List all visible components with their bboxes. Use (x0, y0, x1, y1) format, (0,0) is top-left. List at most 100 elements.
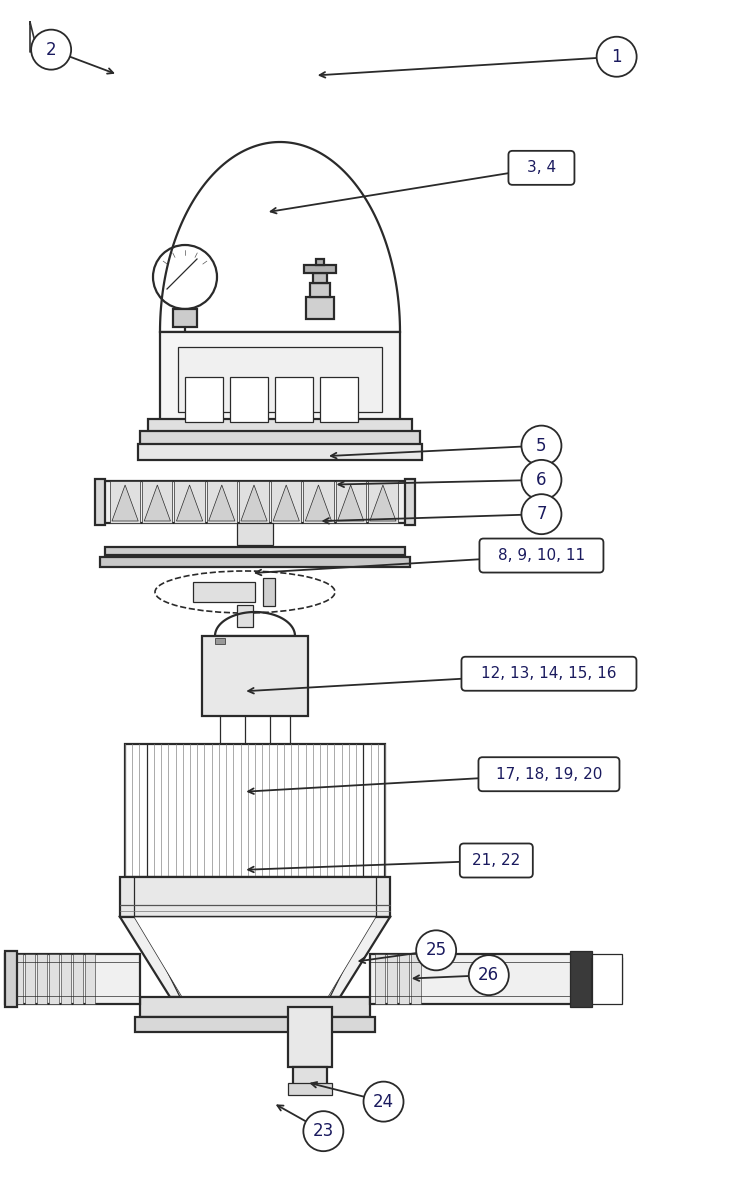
Circle shape (282, 678, 292, 689)
Circle shape (521, 460, 562, 500)
Circle shape (212, 678, 222, 689)
Bar (237, 522, 273, 545)
Polygon shape (177, 485, 203, 521)
Polygon shape (112, 485, 138, 521)
Circle shape (232, 638, 238, 644)
Text: 24: 24 (373, 1092, 394, 1111)
Bar (313, 273, 327, 282)
Bar (304, 265, 336, 273)
Bar (13, 954, 23, 1004)
Bar (215, 638, 225, 644)
Circle shape (596, 37, 637, 77)
Text: 26: 26 (478, 966, 499, 985)
Circle shape (153, 245, 217, 309)
Circle shape (31, 30, 71, 70)
FancyBboxPatch shape (478, 758, 620, 791)
Circle shape (521, 426, 562, 466)
Bar (592, 954, 622, 1004)
Bar (105, 547, 405, 556)
Circle shape (226, 695, 236, 704)
Circle shape (254, 695, 264, 704)
Bar (100, 557, 410, 567)
Polygon shape (273, 485, 299, 521)
Bar (125, 743, 385, 877)
FancyBboxPatch shape (480, 539, 603, 572)
Text: 8, 9, 10, 11: 8, 9, 10, 11 (498, 548, 585, 563)
Text: 2: 2 (46, 40, 56, 59)
Bar (174, 481, 205, 522)
Circle shape (363, 1082, 404, 1122)
Text: 25: 25 (426, 941, 447, 960)
Text: 5: 5 (536, 436, 547, 455)
Bar (316, 259, 324, 265)
Bar (207, 481, 237, 522)
Bar (310, 282, 330, 297)
Bar (320, 377, 358, 422)
Bar (49, 954, 59, 1004)
Circle shape (240, 663, 250, 673)
Bar (271, 481, 302, 522)
Bar (288, 1007, 332, 1067)
Bar (399, 954, 409, 1004)
Circle shape (268, 647, 278, 657)
Polygon shape (370, 485, 396, 521)
Circle shape (254, 647, 264, 657)
Bar (142, 481, 172, 522)
Bar (5, 954, 140, 1004)
Bar (263, 578, 275, 606)
Text: 3, 4: 3, 4 (527, 161, 556, 175)
Bar (570, 952, 592, 1007)
Bar (178, 348, 382, 413)
Bar (411, 954, 421, 1004)
Polygon shape (241, 485, 267, 521)
Text: 6: 6 (536, 470, 547, 489)
FancyBboxPatch shape (508, 151, 575, 184)
Circle shape (240, 647, 250, 657)
Bar (370, 954, 590, 1004)
Bar (306, 297, 334, 319)
Bar (160, 332, 400, 422)
Bar (335, 481, 365, 522)
Circle shape (212, 647, 222, 657)
Bar (239, 481, 269, 522)
Bar (61, 954, 71, 1004)
Bar (375, 954, 385, 1004)
Bar (25, 954, 35, 1004)
Circle shape (240, 695, 250, 704)
Text: 12, 13, 14, 15, 16: 12, 13, 14, 15, 16 (481, 667, 617, 681)
Circle shape (282, 695, 292, 704)
Bar (230, 377, 268, 422)
Bar (140, 996, 370, 1017)
Bar (405, 479, 415, 525)
Text: 21, 22: 21, 22 (472, 853, 520, 868)
Polygon shape (144, 485, 171, 521)
Circle shape (468, 955, 509, 995)
Bar (85, 954, 95, 1004)
Bar (140, 431, 420, 444)
Circle shape (268, 678, 278, 689)
Bar (100, 481, 410, 522)
Text: 17, 18, 19, 20: 17, 18, 19, 20 (496, 767, 602, 781)
Polygon shape (134, 917, 376, 996)
Text: 23: 23 (313, 1122, 334, 1141)
Bar (148, 418, 412, 434)
Text: 1: 1 (611, 47, 622, 66)
Bar (173, 309, 197, 327)
Circle shape (254, 663, 264, 673)
Bar (138, 444, 422, 460)
Bar (368, 481, 398, 522)
Text: 7: 7 (536, 505, 547, 524)
Circle shape (240, 678, 250, 689)
FancyBboxPatch shape (459, 844, 533, 877)
Circle shape (226, 678, 236, 689)
Polygon shape (338, 485, 364, 521)
Bar (95, 479, 105, 525)
Bar (135, 1017, 375, 1032)
Circle shape (303, 1111, 344, 1151)
Circle shape (212, 695, 222, 704)
Circle shape (212, 663, 222, 673)
Circle shape (282, 663, 292, 673)
Bar (237, 605, 253, 626)
Bar (120, 877, 390, 917)
Bar (592, 959, 622, 999)
